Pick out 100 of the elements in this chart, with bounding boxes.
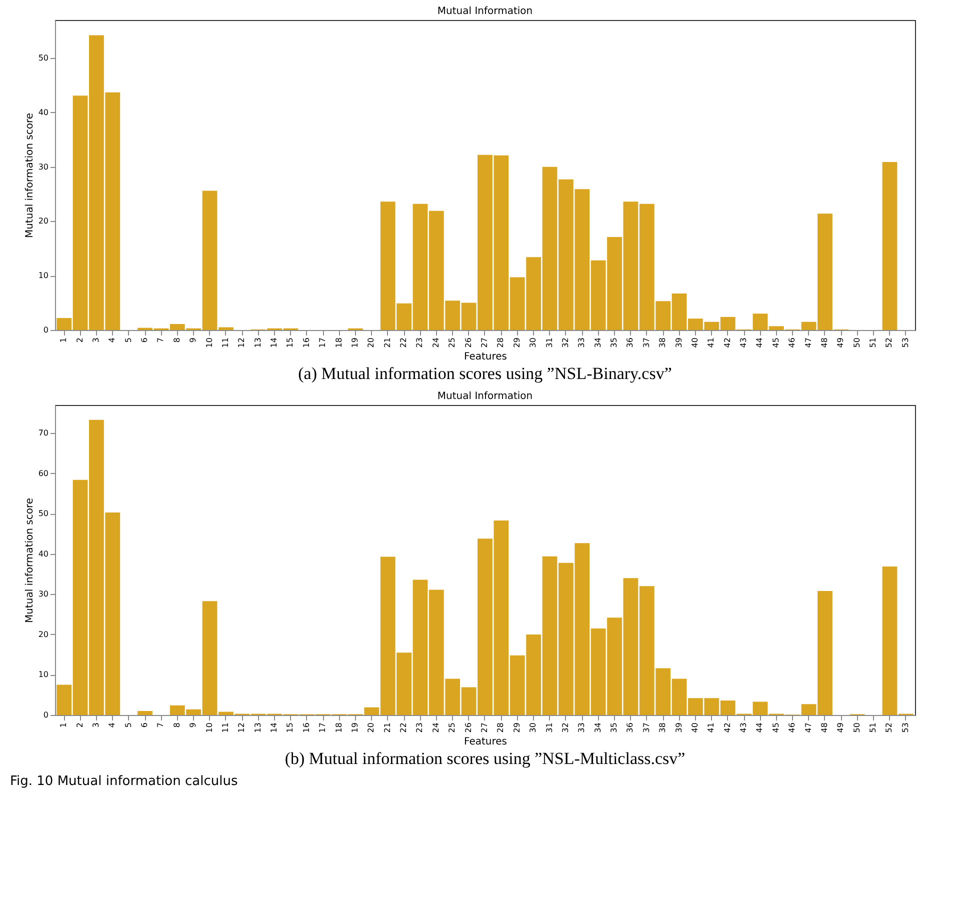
x-tick-label: 3 — [91, 338, 100, 343]
x-tick-label: 19 — [350, 722, 360, 733]
x-tick-label: 45 — [771, 338, 780, 348]
x-tick-label: 33 — [577, 722, 586, 733]
x-tick-label: 4 — [108, 722, 117, 728]
x-tick-label: 30 — [528, 338, 538, 348]
x-tick-label: 7 — [156, 722, 166, 728]
x-tick-label: 23 — [415, 722, 424, 733]
y-tick-label: 10 — [38, 271, 48, 280]
text: (a) Mutual information scores using ”NSL-Binary.csv” — [298, 364, 672, 383]
x-tick-label: 32 — [560, 338, 570, 348]
text: (b) Mutual information scores using ”NSL-Multiclass.csv” — [284, 749, 686, 768]
x-tick-label: 13 — [253, 338, 262, 348]
chart-title: Mutual Information — [437, 391, 533, 402]
x-tick-label: 42 — [722, 722, 732, 733]
caption: Fig. 10 Mutual information calculus — [10, 774, 238, 789]
x-tick-label: 43 — [739, 338, 748, 348]
y-tick-label: 10 — [38, 670, 48, 680]
x-tick-label: 32 — [560, 722, 570, 733]
x-tick-label: 27 — [480, 722, 489, 733]
x-tick-label: 5 — [124, 722, 133, 728]
x-tick-label: 36 — [626, 722, 635, 733]
x-tick-label: 42 — [722, 338, 732, 348]
x-tick-label: 40 — [690, 338, 700, 348]
x-tick-label: 22 — [399, 338, 408, 348]
x-tick-label: 38 — [658, 722, 668, 733]
x-axis-title: Features — [464, 352, 507, 363]
x-tick-label: 17 — [318, 338, 328, 348]
x-tick-label: 22 — [399, 722, 408, 733]
x-tick-label: 48 — [820, 722, 829, 733]
x-tick-label: 48 — [820, 338, 829, 348]
x-tick-label: 5 — [124, 338, 133, 343]
x-tick-label: 38 — [658, 338, 668, 348]
y-tick-label: 20 — [38, 216, 48, 226]
x-tick-label: 47 — [804, 338, 813, 348]
y-tick-label: 70 — [38, 428, 48, 438]
bar — [882, 162, 898, 330]
x-tick-label: 46 — [788, 338, 797, 348]
x-tick-label: 18 — [334, 338, 344, 348]
x-tick-label: 25 — [448, 722, 457, 733]
x-tick-label: 33 — [577, 338, 586, 348]
x-tick-label: 37 — [642, 338, 651, 348]
x-tick-label: 12 — [237, 338, 246, 348]
x-tick-label: 8 — [172, 722, 182, 728]
x-tick-label: 49 — [836, 338, 846, 348]
x-tick-label: 11 — [220, 338, 230, 348]
y-tick-label: 0 — [43, 326, 48, 334]
y-tick-label: 0 — [43, 710, 48, 720]
x-tick-label: 26 — [464, 338, 473, 348]
x-tick-label: 29 — [512, 338, 522, 348]
x-tick-label: 9 — [188, 722, 198, 728]
x-tick-label: 23 — [415, 338, 424, 348]
x-tick-label: 2 — [75, 722, 84, 728]
x-tick-label: 52 — [884, 722, 894, 733]
x-tick-label: 53 — [900, 722, 910, 733]
x-tick-label: 8 — [172, 338, 182, 343]
x-tick-label: 4 — [108, 338, 117, 343]
chart-title: Mutual Information — [437, 6, 533, 17]
x-tick-label: 30 — [528, 722, 538, 733]
x-tick-label: 50 — [852, 338, 862, 348]
x-tick-label: 49 — [836, 722, 846, 733]
x-tick-label: 29 — [512, 722, 522, 733]
y-tick-label: 20 — [38, 630, 48, 639]
x-tick-label: 34 — [593, 722, 602, 733]
y-tick-label: 60 — [38, 468, 48, 478]
x-tick-label: 19 — [350, 338, 360, 348]
x-tick-label: 44 — [755, 338, 764, 348]
x-tick-label: 16 — [302, 338, 311, 348]
x-tick-label: 39 — [674, 722, 684, 733]
x-tick-label: 3 — [91, 722, 100, 728]
x-tick-label: 43 — [739, 722, 748, 733]
y-tick-label: 40 — [38, 549, 48, 558]
x-tick-label: 13 — [253, 722, 262, 733]
x-tick-label: 6 — [140, 338, 150, 343]
x-tick-label: 35 — [610, 722, 619, 733]
y-tick-label: 40 — [38, 108, 48, 117]
x-tick-label: 31 — [544, 338, 554, 348]
x-tick-label: 51 — [868, 722, 878, 733]
x-tick-label: 10 — [204, 722, 214, 733]
x-tick-label: 15 — [286, 338, 295, 348]
x-tick-label: 16 — [302, 722, 311, 733]
y-axis-title: Mutual information score — [24, 112, 36, 238]
y-tick-label: 50 — [38, 54, 48, 63]
x-tick-label: 41 — [706, 722, 716, 733]
bar — [138, 710, 152, 715]
x-tick-label: 27 — [480, 338, 489, 348]
y-tick-label: 50 — [38, 509, 48, 518]
x-tick-label: 51 — [868, 338, 878, 348]
x-tick-label: 26 — [464, 722, 473, 733]
x-tick-label: 1 — [59, 722, 68, 728]
x-tick-label: 1 — [59, 338, 68, 343]
x-tick-label: 41 — [706, 338, 716, 348]
x-tick-label: 24 — [431, 338, 440, 348]
x-tick-label: 11 — [220, 722, 230, 733]
x-tick-label: 20 — [366, 338, 376, 348]
x-tick-label: 39 — [674, 338, 684, 348]
x-tick-label: 28 — [496, 338, 506, 348]
x-tick-label: 40 — [690, 722, 700, 733]
x-tick-label: 35 — [610, 338, 619, 348]
x-tick-label: 6 — [140, 722, 150, 728]
